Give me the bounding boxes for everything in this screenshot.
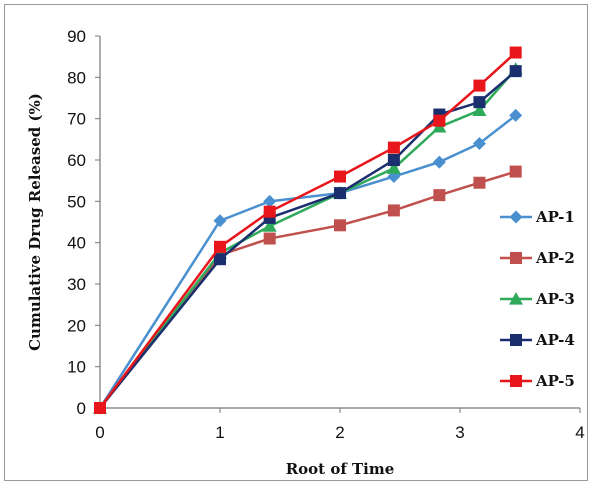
data-point: [472, 136, 486, 150]
x-tick-label: 3: [455, 423, 464, 442]
series-ap-3: [93, 62, 523, 414]
legend-marker: [510, 252, 522, 264]
legend-label: AP-2: [535, 249, 575, 267]
data-point: [432, 155, 446, 169]
series-line: [98, 114, 517, 409]
x-tick-label: 2: [335, 423, 344, 442]
legend-item-ap-1: AP-1: [500, 208, 575, 226]
data-point: [263, 232, 276, 245]
data-point: [262, 219, 277, 232]
y-tick-label: 20: [67, 316, 86, 335]
data-point: [263, 205, 276, 218]
y-tick-label: 90: [67, 27, 86, 46]
data-point: [473, 96, 486, 109]
data-point: [94, 402, 106, 414]
data-point: [263, 194, 277, 208]
data-point: [334, 219, 346, 232]
axes: 0 10 20 30 40 50 60 70 80 90 0 1 2 3 4: [67, 27, 585, 442]
y-tick-label: 70: [67, 110, 86, 129]
y-tick-label: 0: [77, 399, 86, 418]
y-tick-label: 30: [67, 275, 86, 294]
data-point: [433, 189, 446, 202]
legend-item-ap-3: AP-3: [500, 290, 575, 308]
y-tick-label: 60: [67, 151, 86, 170]
legend-marker: [509, 292, 523, 305]
chart-frame: [4, 4, 588, 481]
data-point: [509, 65, 522, 78]
legend-marker: [510, 334, 522, 346]
data-point: [387, 154, 400, 166]
y-tick-label: 80: [67, 68, 86, 87]
x-tick-label: 4: [575, 423, 584, 442]
legend-label: AP-5: [535, 372, 575, 390]
x-axis-title: Root of Time: [286, 460, 395, 478]
x-tick-label: 1: [215, 423, 224, 442]
legend-label: AP-3: [535, 290, 575, 308]
series-ap-2: [94, 165, 522, 414]
data-point: [387, 204, 400, 217]
data-point: [213, 214, 227, 228]
legend-item-ap-2: AP-2: [500, 249, 575, 267]
data-point: [334, 170, 346, 183]
data-point: [473, 176, 486, 189]
data-point: [509, 165, 522, 178]
data-point: [509, 46, 522, 59]
y-axis-title: Cumulative Drug Released (%): [26, 93, 44, 351]
series-line: [99, 70, 517, 409]
series-line: [98, 51, 517, 409]
y-tick-label: 50: [67, 192, 86, 211]
data-point: [472, 103, 487, 116]
data-point: [214, 240, 226, 253]
data-point: [509, 108, 523, 122]
legend-item-ap-4: AP-4: [500, 331, 575, 349]
data-point: [387, 141, 400, 154]
series-layer: [93, 46, 523, 415]
legend-item-ap-5: AP-5: [500, 372, 575, 390]
series-ap-4: [94, 65, 522, 414]
data-point: [334, 187, 346, 200]
legend: AP-1 AP-2 AP-3 AP-4 AP-5: [500, 208, 575, 390]
data-point: [473, 79, 486, 92]
series-ap-5: [94, 46, 522, 414]
series-line: [99, 68, 517, 409]
data-point: [214, 253, 226, 266]
y-tick-label: 10: [67, 358, 86, 377]
series-ap-1: [93, 108, 523, 415]
y-tick-label: 40: [67, 234, 86, 253]
data-point: [386, 161, 401, 174]
legend-label: AP-1: [535, 208, 575, 226]
legend-marker: [510, 375, 522, 387]
data-point: [433, 114, 446, 127]
x-tick-label: 0: [95, 423, 104, 442]
legend-marker: [509, 210, 523, 224]
legend-label: AP-4: [535, 331, 575, 349]
